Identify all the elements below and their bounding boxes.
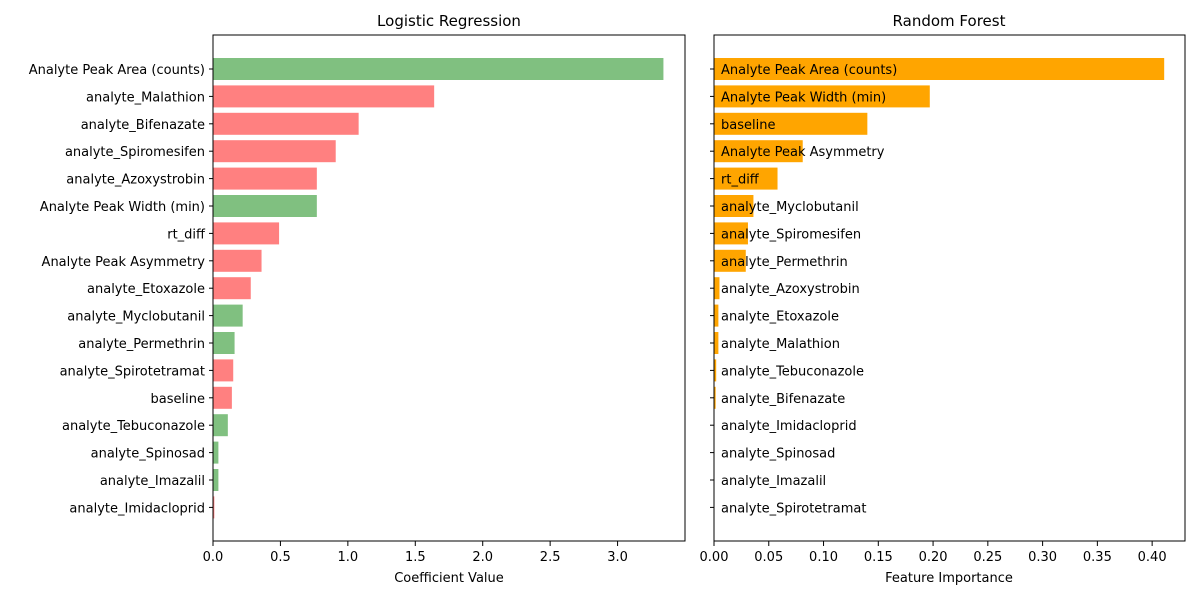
lr-category-label: analyte_Malathion [86,90,205,105]
rf-category-label: analyte_Tebuconazole [721,364,864,379]
rf-bar [714,58,1165,80]
lr-bar [213,469,219,491]
lr-category-label: rt_diff [167,227,206,242]
lr-bars-group [213,58,664,519]
rf-category-label: Analyte Peak Asymmetry [721,145,885,160]
lr-x-tick-label: 2.0 [472,550,493,565]
rf-x-tick-label: 0.25 [973,550,1002,565]
rf-x-tick-label: 0.35 [1083,550,1112,565]
rf-x-axis-label: Feature Importance [885,571,1013,586]
lr-bar [213,332,235,354]
lr-bar [213,414,228,437]
rf-category-label: analyte_Spinosad [721,447,835,462]
rf-category-label: analyte_Myclobutanil [721,200,859,215]
rf-category-label: analyte_Bifenazate [721,392,845,407]
rf-x-tick-label: 0.15 [864,550,893,565]
rf-category-label: analyte_Malathion [721,337,840,352]
lr-x-tick-label: 1.0 [338,550,359,565]
lr-category-label: Analyte Peak Area (counts) [29,63,205,78]
lr-category-label: analyte_Azoxystrobin [66,173,205,188]
rf-category-label: analyte_Etoxazole [721,310,839,325]
rf-x-tick-label: 0.05 [754,550,783,565]
lr-plot-frame [212,34,686,542]
rf-bar [714,222,748,245]
lr-bar [213,58,664,80]
lr-chart-title: Logistic Regression [377,12,521,30]
lr-category-label: analyte_Myclobutanil [67,310,205,325]
lr-bar [213,85,435,108]
lr-category-label: Analyte Peak Asymmetry [42,255,206,270]
rf-bar [714,167,778,190]
lr-bar [213,112,359,135]
lr-bar [213,140,336,163]
lr-x-axis-label: Coefficient Value [394,571,504,586]
rf-category-label: Analyte Peak Width (min) [721,90,886,105]
rf-category-label: analyte_Permethrin [721,255,848,270]
rf-x-tick-label: 0.00 [700,550,729,565]
lr-x-tick-label: 0.0 [203,550,224,565]
rf-y-tick-labels: Analyte Peak Area (counts) Analyte Peak W… [710,63,897,516]
lr-category-label: analyte_Bifenazate [81,118,205,133]
rf-bar [714,85,930,108]
rf-bar [714,112,868,135]
rf-category-label: analyte_Spirotetramat [721,501,866,516]
rf-chart-title: Random Forest [893,12,1006,30]
lr-category-label: analyte_Etoxazole [87,282,205,297]
lr-bar [213,249,262,272]
rf-x-tick-label: 0.10 [809,550,838,565]
lr-bar [213,277,251,300]
logistic-regression-panel: Logistic Regression Analyte Peak Area (c… [29,12,686,586]
lr-category-label: analyte_Tebuconazole [62,419,205,434]
lr-bar [213,359,234,382]
rf-bar [714,277,720,300]
rf-category-label: Analyte Peak Area (counts) [721,63,897,78]
rf-bar [714,332,719,354]
lr-x-tick-label: 2.5 [540,550,561,565]
lr-x-tick-label: 1.5 [405,550,426,565]
rf-x-tick-label: 0.20 [919,550,948,565]
lr-bar [213,441,219,464]
rf-x-tick-label: 0.30 [1028,550,1057,565]
rf-x-ticks: 0.00 0.05 0.10 0.15 0.20 0.25 0.30 0.35 0.40 [700,541,1167,565]
lr-category-label: analyte_Spinosad [91,447,205,462]
lr-x-ticks: 0.0 0.5 1.0 1.5 2.0 2.5 3.0 [203,541,628,565]
rf-category-label: analyte_Azoxystrobin [721,282,860,297]
rf-bar [714,195,754,217]
rf-category-label: analyte_Spiromesifen [721,227,861,242]
rf-category-label: analyte_Imazalil [721,474,826,489]
rf-bars-group [714,58,1165,519]
lr-bar [213,167,317,190]
lr-category-label: analyte_Permethrin [78,337,205,352]
lr-bar [213,195,317,217]
rf-plot-frame [713,34,1186,542]
lr-bar [213,304,243,327]
rf-bar [714,386,716,409]
lr-x-tick-label: 3.0 [607,550,628,565]
rf-category-label: rt_diff [721,173,760,188]
lr-y-tick-labels: Analyte Peak Area (counts) analyte_Malath… [29,63,213,516]
lr-category-label: analyte_Imidacloprid [69,501,205,516]
lr-x-tick-label: 0.5 [270,550,291,565]
rf-bar [714,140,803,163]
lr-category-label: analyte_Spirotetramat [60,364,205,379]
rf-x-tick-label: 0.40 [1138,550,1167,565]
rf-category-label: analyte_Imidacloprid [721,419,857,434]
rf-category-label: baseline [721,118,775,133]
rf-bar [714,249,746,272]
rf-bar [714,359,717,382]
lr-category-label: analyte_Spiromesifen [65,145,205,160]
lr-bar [213,222,280,245]
random-forest-panel: Random Forest Analyte Peak Area (counts)… [700,12,1186,586]
lr-category-label: baseline [151,392,205,407]
lr-bar [213,386,232,409]
lr-category-label: analyte_Imazalil [100,474,205,489]
lr-bar [213,496,215,519]
rf-bar [714,304,719,327]
lr-category-label: Analyte Peak Width (min) [40,200,205,215]
